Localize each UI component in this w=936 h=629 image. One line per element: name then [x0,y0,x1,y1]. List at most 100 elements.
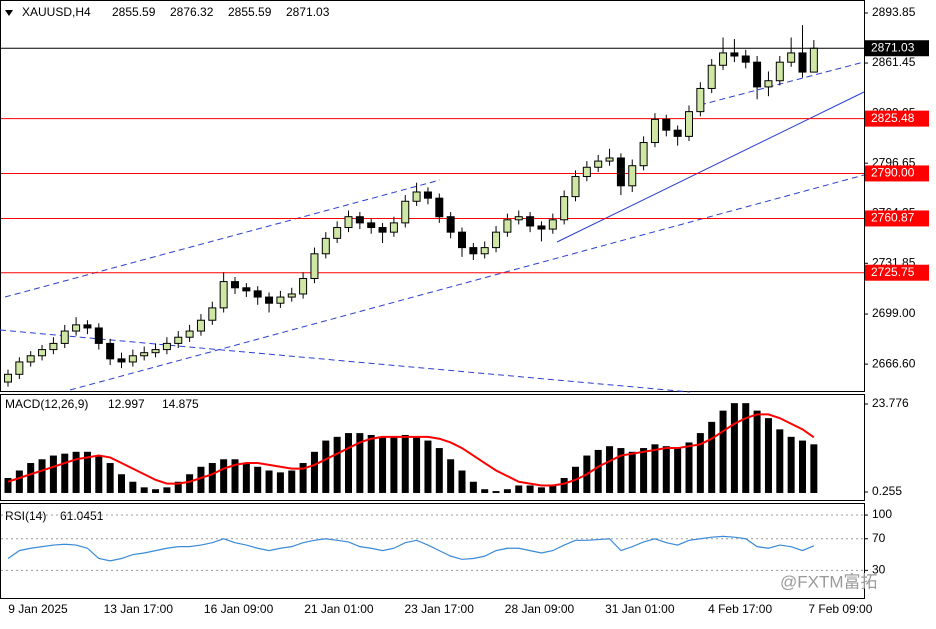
macd-bar [38,459,46,493]
candle-body [446,216,455,233]
macd-bar [95,455,103,493]
macd-bar [345,433,352,493]
macd-bar [197,466,205,493]
current-price-box [865,40,929,57]
trend-lines [0,61,865,393]
macd-bar [810,444,818,493]
macd-bar [4,477,12,493]
y-tick-label: 2893.85 [872,5,916,19]
candle-body [389,222,398,233]
macd-bar [730,403,738,493]
x-tick-label: 7 Feb 09:00 [808,602,872,616]
level-label-box [865,210,929,227]
macd-bar [83,451,91,493]
candle-body [662,118,671,131]
trend-line [556,91,865,243]
candle-body [798,52,807,73]
macd-bar [458,470,466,493]
rsi-line [7,535,815,562]
level-label: 2760.87 [871,211,915,225]
candle-body [378,227,387,233]
macd-bar [503,489,511,493]
macd-bar [390,436,398,493]
candle-body [685,111,693,137]
macd-bar [537,487,545,493]
macd-bar [118,474,125,493]
macd-bar [152,489,160,493]
macd-value: 12.997 [108,397,145,411]
candle-body [753,61,762,88]
high-value: 2876.32 [170,5,214,19]
candle-body [435,197,444,218]
candle-body [787,52,796,63]
candle-body [4,373,12,383]
candle-body [594,160,603,168]
candle-body [162,342,171,351]
candle-body [140,352,149,357]
candle-body [310,253,319,280]
x-tick-label: 21 Jan 01:00 [304,602,374,616]
menu-icon [5,10,13,16]
candle-body [469,247,478,255]
macd-bar [220,459,228,493]
y-tick-label: 2699.00 [872,306,916,320]
candle-body [582,166,591,178]
candle-body [696,87,705,113]
candle-body [355,216,364,224]
signal-line [7,413,815,487]
level-label: 2725.75 [871,265,915,279]
candle-body [128,355,137,363]
rsi-value: 61.0451 [60,509,104,523]
macd-bar [787,436,795,493]
macd-bar [435,448,443,493]
macd-bar [322,440,330,493]
candle-body [616,157,625,187]
candle-body [412,191,421,202]
candle-body [775,61,784,82]
x-tick-label: 13 Jan 17:00 [104,602,174,616]
macd-bar [15,470,23,493]
macd-bar [764,418,772,493]
macd-bar [186,474,194,493]
macd-bar [651,444,659,493]
macd-bar [231,459,239,493]
macd-bar [356,433,364,493]
macd-bar [379,436,387,493]
candle-body [673,129,682,137]
macd-title: MACD(12,26,9) [5,397,88,411]
candle-body [571,176,580,198]
channel-line [69,174,865,391]
candle-body [49,342,58,351]
candle-body [94,327,103,344]
y-tick-label: 23.776 [872,396,909,410]
candle-body [423,191,432,199]
macd-bar [333,436,341,493]
candle-body [72,324,81,332]
candle-body [480,247,489,255]
candle-body [38,349,47,357]
macd-bar [447,459,455,493]
candle-body [650,118,659,144]
candle-body [185,330,194,338]
macd-bar [492,491,500,493]
macd-bar [106,463,114,493]
channel-line [699,61,865,106]
x-tick-label: 23 Jan 17:00 [404,602,474,616]
signal-value: 14.875 [162,397,199,411]
candle-body [299,278,308,295]
rsi-title: RSI(14) [5,509,46,523]
macd-bar [481,489,489,493]
channel-line [4,179,441,298]
symbol: XAUUSD,H4 [22,5,91,19]
current-price-label: 2871.03 [871,40,915,54]
x-tick-label: 4 Feb 17:00 [708,602,772,616]
macd-bar [742,403,750,493]
macd-bar [27,463,35,493]
macd-bar [208,463,216,493]
candle-body [526,216,535,227]
candle-body [242,287,251,292]
macd-bar [163,487,171,493]
macd-bar [719,410,727,493]
level-label-box [865,264,929,281]
macd-bar [299,463,307,493]
